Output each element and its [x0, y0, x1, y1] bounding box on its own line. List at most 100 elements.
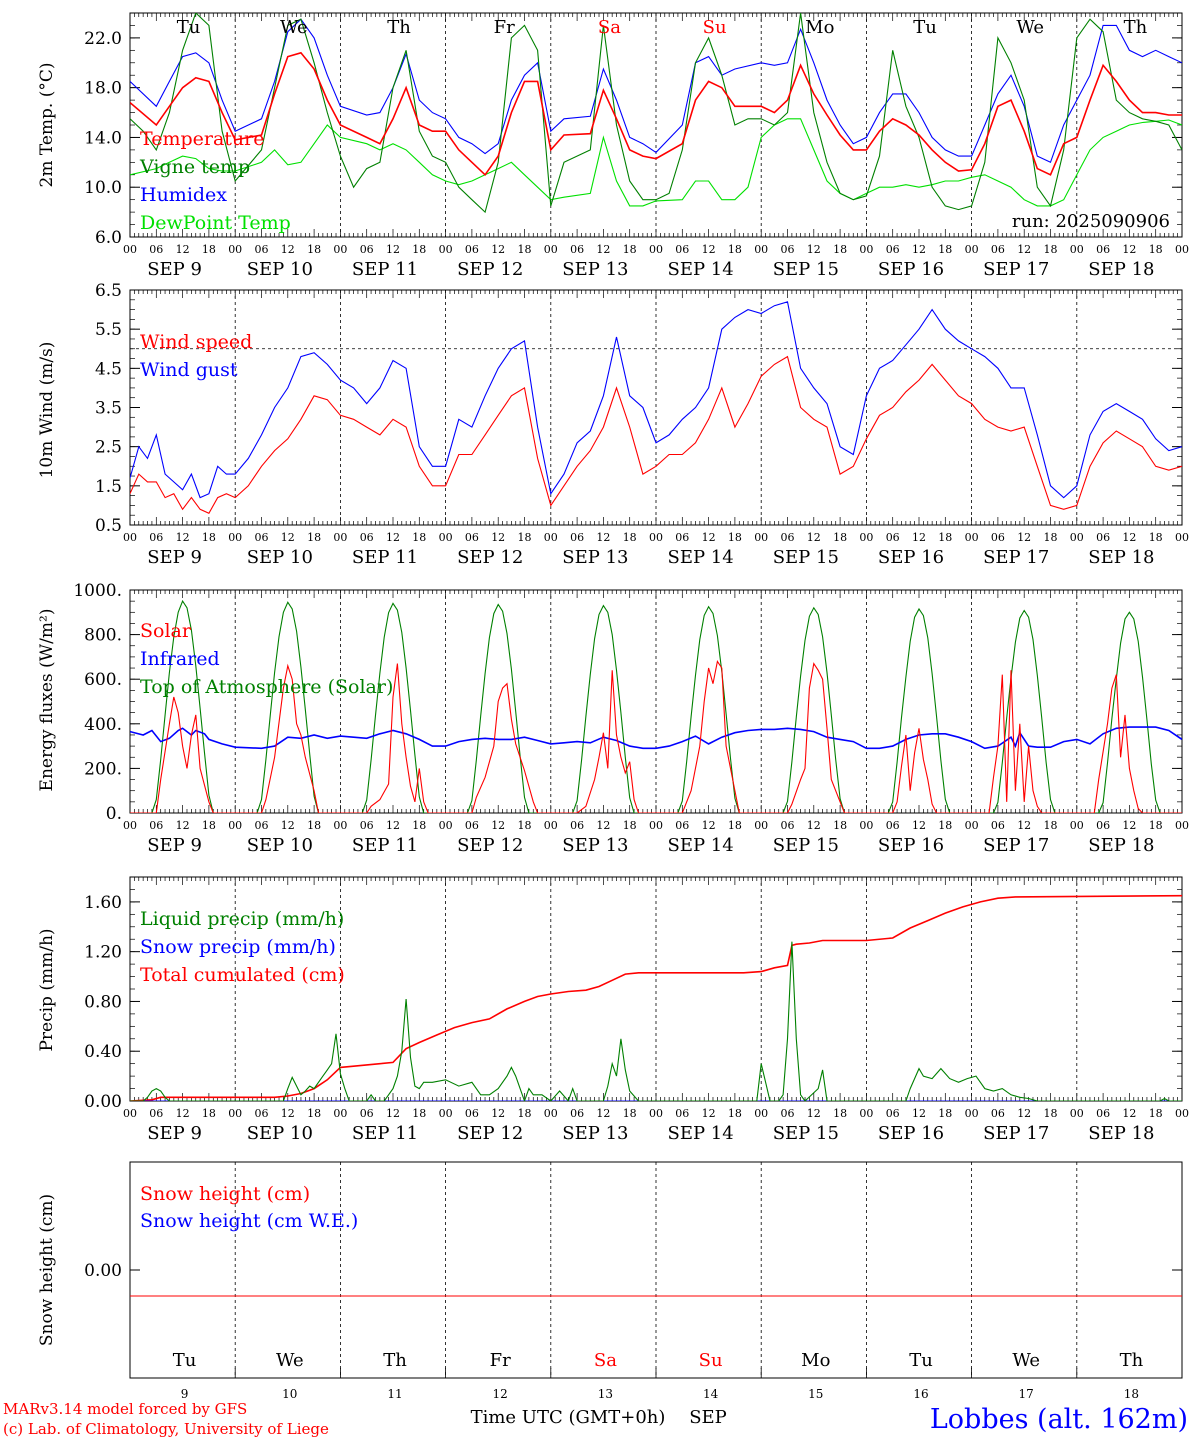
- hour-tick-label: 06: [570, 1107, 584, 1120]
- y-tick-label: 800.: [84, 626, 122, 646]
- hour-tick-label: 12: [386, 1107, 400, 1120]
- hour-tick-label: 06: [465, 531, 479, 544]
- date-label: SEP 13: [562, 547, 628, 568]
- hour-tick-label: 06: [465, 819, 479, 832]
- hour-tick-label: 18: [518, 1107, 532, 1120]
- hour-tick-label: 06: [149, 1107, 163, 1120]
- y-axis-label: 2m Temp. (°C): [37, 62, 57, 187]
- hour-tick-label: 18: [1149, 243, 1163, 256]
- series-line: [130, 599, 1182, 813]
- hour-tick-label: 06: [149, 243, 163, 256]
- hour-tick-label: 12: [702, 243, 716, 256]
- hour-tick-label: 00: [1175, 819, 1189, 832]
- hour-tick-label: 18: [307, 1107, 321, 1120]
- hour-tick-label: 06: [570, 819, 584, 832]
- hour-tick-label: 12: [596, 243, 610, 256]
- y-tick-label: 0.40: [84, 1042, 122, 1062]
- y-tick-label: 200.: [84, 759, 122, 779]
- date-label: SEP 12: [457, 259, 523, 280]
- hour-tick-label: 12: [1017, 1107, 1031, 1120]
- lab-credit: (c) Lab. of Climatology, University of L…: [3, 1420, 329, 1438]
- hour-tick-label: 12: [281, 1107, 295, 1120]
- y-tick-label: 22.0: [84, 29, 122, 49]
- hour-tick-label: 18: [728, 819, 742, 832]
- station-label: Lobbes (alt. 162m): [930, 1404, 1188, 1435]
- hour-tick-label: 00: [1070, 243, 1084, 256]
- weekday-label: Sa: [594, 1350, 617, 1371]
- hour-tick-label: 06: [570, 243, 584, 256]
- date-label: SEP 15: [773, 547, 839, 568]
- legend-entry: Total cumulated (cm): [140, 964, 345, 986]
- hour-tick-label: 18: [412, 531, 426, 544]
- hour-tick-label: 18: [623, 1107, 637, 1120]
- weekday-label: We: [1012, 1350, 1040, 1371]
- hour-tick-label: 18: [833, 1107, 847, 1120]
- y-tick-label: 0.5: [95, 516, 122, 536]
- hour-tick-label: 06: [149, 819, 163, 832]
- date-label: SEP 9: [147, 259, 202, 280]
- hour-tick-label: 00: [754, 819, 768, 832]
- legend-entry: Wind speed: [140, 331, 252, 353]
- legend-entry: Snow height (cm): [140, 1183, 310, 1205]
- hour-tick-label: 12: [807, 531, 821, 544]
- date-label: SEP 15: [773, 259, 839, 280]
- legend-entry: Snow height (cm W.E.): [140, 1210, 358, 1232]
- hour-tick-label: 06: [360, 243, 374, 256]
- weekday-label: Th: [387, 17, 411, 38]
- hour-tick-label: 06: [991, 1107, 1005, 1120]
- date-number: 15: [808, 1387, 823, 1401]
- date-label: SEP 9: [147, 547, 202, 568]
- hour-tick-label: 00: [649, 1107, 663, 1120]
- legend-entry: Temperature: [140, 128, 264, 150]
- legend-entry: Solar: [140, 620, 192, 642]
- hour-tick-label: 12: [1122, 531, 1136, 544]
- date-label: SEP 17: [983, 259, 1049, 280]
- legend-entry: Wind gust: [140, 359, 238, 381]
- weekday-label: We: [280, 17, 308, 38]
- date-label: SEP 17: [983, 835, 1049, 856]
- hour-tick-label: 18: [412, 1107, 426, 1120]
- hour-tick-label: 00: [123, 243, 137, 256]
- hour-tick-label: 18: [307, 819, 321, 832]
- hour-tick-label: 18: [938, 1107, 952, 1120]
- hour-tick-label: 06: [465, 243, 479, 256]
- hour-tick-label: 18: [938, 819, 952, 832]
- hour-tick-label: 18: [307, 531, 321, 544]
- hour-tick-label: 06: [781, 819, 795, 832]
- hour-tick-label: 12: [807, 819, 821, 832]
- weekday-label: Tu: [909, 1350, 933, 1371]
- hour-tick-label: 12: [702, 531, 716, 544]
- y-axis-label: 10m Wind (m/s): [37, 342, 57, 479]
- hour-tick-label: 06: [781, 531, 795, 544]
- hour-tick-label: 06: [1096, 243, 1110, 256]
- date-number: 13: [598, 1387, 613, 1401]
- panel-5: 0.00 Snow height (cm) Snow height (cm) Snow…: [37, 1161, 1183, 1401]
- y-tick-label: 3.5: [95, 399, 122, 419]
- hour-tick-label: 12: [702, 819, 716, 832]
- hour-tick-label: 06: [255, 819, 269, 832]
- y-tick-label: 0.80: [84, 992, 122, 1012]
- y-tick-label: 400.: [84, 715, 122, 735]
- hour-tick-label: 06: [675, 531, 689, 544]
- hour-tick-label: 00: [649, 531, 663, 544]
- hour-tick-label: 06: [886, 243, 900, 256]
- hour-tick-label: 06: [781, 243, 795, 256]
- hour-tick-label: 18: [1044, 819, 1058, 832]
- hour-tick-label: 00: [754, 531, 768, 544]
- y-tick-label: 5.5: [95, 320, 122, 340]
- hour-tick-label: 12: [912, 243, 926, 256]
- hour-tick-label: 12: [596, 531, 610, 544]
- date-label: SEP 18: [1088, 547, 1154, 568]
- series-line: [130, 726, 1182, 750]
- hour-tick-label: 18: [728, 1107, 742, 1120]
- hour-tick-label: 06: [991, 819, 1005, 832]
- weekday-label: Th: [1120, 1350, 1144, 1371]
- hour-tick-label: 12: [1017, 531, 1031, 544]
- hour-tick-label: 00: [1175, 243, 1189, 256]
- date-number: 17: [1019, 1387, 1034, 1401]
- hour-tick-label: 06: [465, 1107, 479, 1120]
- date-label: SEP 11: [352, 1123, 418, 1144]
- month-label: SEP: [689, 1407, 727, 1428]
- hour-tick-label: 00: [1070, 819, 1084, 832]
- date-label: SEP 16: [878, 1123, 944, 1144]
